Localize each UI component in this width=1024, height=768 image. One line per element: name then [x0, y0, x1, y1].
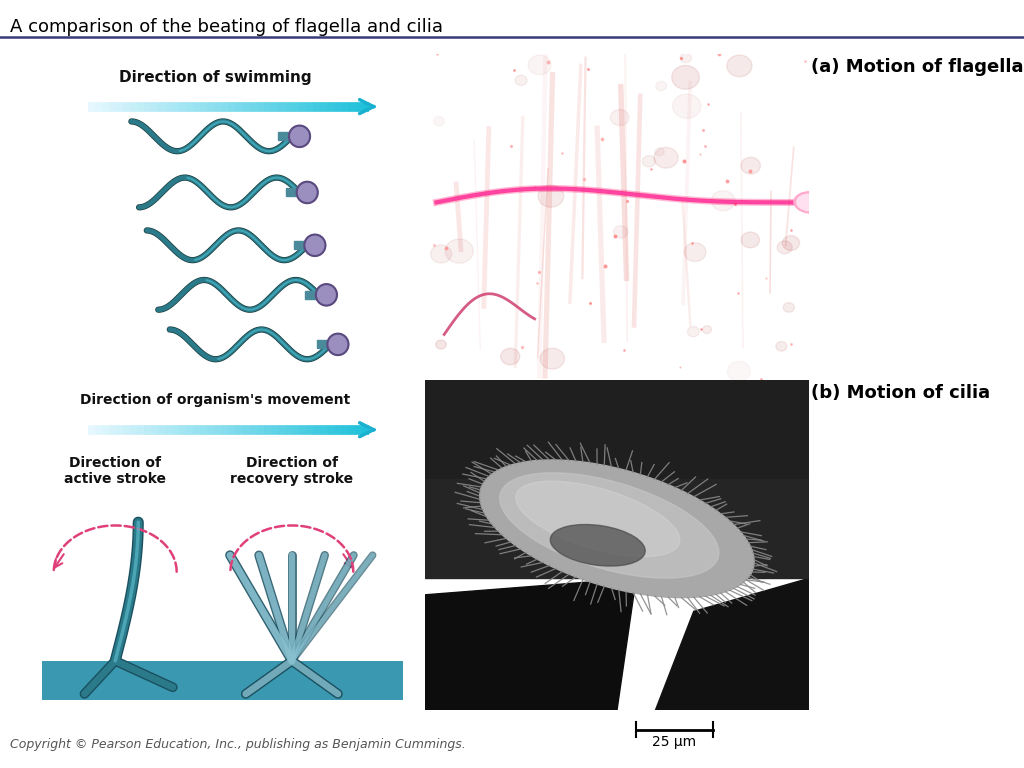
Bar — [279, 132, 292, 141]
Text: (a) Motion of flagella: (a) Motion of flagella — [811, 58, 1024, 75]
Ellipse shape — [516, 481, 680, 557]
Bar — [316, 340, 331, 349]
Circle shape — [642, 156, 655, 167]
Text: Direction of
recovery stroke: Direction of recovery stroke — [230, 456, 353, 486]
Ellipse shape — [479, 460, 755, 598]
Ellipse shape — [304, 234, 326, 256]
Circle shape — [782, 236, 800, 250]
Ellipse shape — [797, 194, 821, 210]
Bar — [42, 660, 403, 700]
Ellipse shape — [794, 192, 828, 214]
Circle shape — [538, 185, 564, 207]
Text: Direction of
active stroke: Direction of active stroke — [65, 456, 166, 486]
Circle shape — [515, 75, 527, 85]
Ellipse shape — [328, 333, 348, 355]
Circle shape — [680, 53, 691, 63]
Bar — [305, 291, 318, 299]
Text: Direction of organism's movement: Direction of organism's movement — [80, 393, 350, 407]
Text: A comparison of the beating of flagella and cilia: A comparison of the beating of flagella … — [10, 18, 443, 35]
Circle shape — [741, 232, 760, 248]
Circle shape — [445, 239, 473, 263]
Ellipse shape — [500, 473, 719, 578]
Polygon shape — [655, 578, 809, 710]
Circle shape — [610, 110, 629, 125]
Text: 1 μm: 1 μm — [676, 409, 712, 422]
Circle shape — [684, 243, 706, 262]
Bar — [294, 241, 307, 250]
Polygon shape — [425, 578, 636, 710]
Text: 25 μm: 25 μm — [652, 735, 696, 749]
Text: Direction of swimming: Direction of swimming — [119, 70, 311, 85]
Ellipse shape — [315, 284, 337, 306]
Circle shape — [727, 55, 752, 77]
Circle shape — [741, 157, 761, 174]
Circle shape — [783, 303, 795, 313]
Circle shape — [672, 65, 699, 89]
Bar — [425, 479, 809, 578]
Ellipse shape — [289, 126, 310, 147]
Circle shape — [501, 348, 520, 365]
Bar — [425, 380, 809, 479]
Bar — [286, 188, 300, 197]
Circle shape — [613, 226, 628, 238]
Circle shape — [430, 245, 452, 263]
Circle shape — [702, 326, 712, 333]
Text: (b) Motion of cilia: (b) Motion of cilia — [811, 384, 990, 402]
Circle shape — [687, 326, 699, 337]
Text: Copyright © Pearson Education, Inc., publishing as Benjamin Cummings.: Copyright © Pearson Education, Inc., pub… — [10, 738, 466, 751]
Ellipse shape — [550, 525, 645, 566]
Circle shape — [540, 348, 564, 369]
Circle shape — [776, 342, 787, 351]
Ellipse shape — [297, 182, 317, 204]
Circle shape — [654, 147, 678, 168]
Circle shape — [777, 241, 793, 253]
Circle shape — [435, 340, 446, 349]
